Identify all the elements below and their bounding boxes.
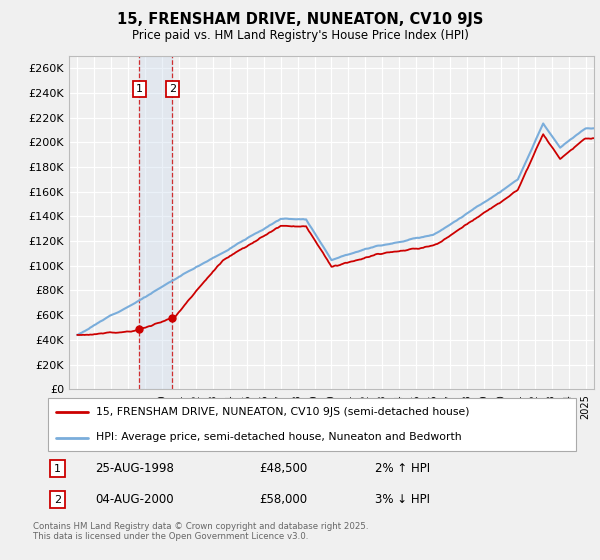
Text: 15, FRENSHAM DRIVE, NUNEATON, CV10 9JS (semi-detached house): 15, FRENSHAM DRIVE, NUNEATON, CV10 9JS (… — [95, 407, 469, 417]
Text: 25-AUG-1998: 25-AUG-1998 — [95, 463, 175, 475]
Text: 04-AUG-2000: 04-AUG-2000 — [95, 493, 174, 506]
Text: 2: 2 — [54, 495, 61, 505]
Text: 2% ↑ HPI: 2% ↑ HPI — [376, 463, 430, 475]
Text: £58,000: £58,000 — [259, 493, 307, 506]
Text: HPI: Average price, semi-detached house, Nuneaton and Bedworth: HPI: Average price, semi-detached house,… — [95, 432, 461, 442]
Text: 1: 1 — [136, 85, 143, 94]
Text: Contains HM Land Registry data © Crown copyright and database right 2025.
This d: Contains HM Land Registry data © Crown c… — [33, 522, 368, 542]
Bar — [139, 56, 172, 389]
Text: 15, FRENSHAM DRIVE, NUNEATON, CV10 9JS: 15, FRENSHAM DRIVE, NUNEATON, CV10 9JS — [117, 12, 483, 27]
Text: 3% ↓ HPI: 3% ↓ HPI — [376, 493, 430, 506]
Text: Price paid vs. HM Land Registry's House Price Index (HPI): Price paid vs. HM Land Registry's House … — [131, 29, 469, 42]
Text: £48,500: £48,500 — [259, 463, 307, 475]
Text: 1: 1 — [54, 464, 61, 474]
Text: 2: 2 — [169, 85, 176, 94]
